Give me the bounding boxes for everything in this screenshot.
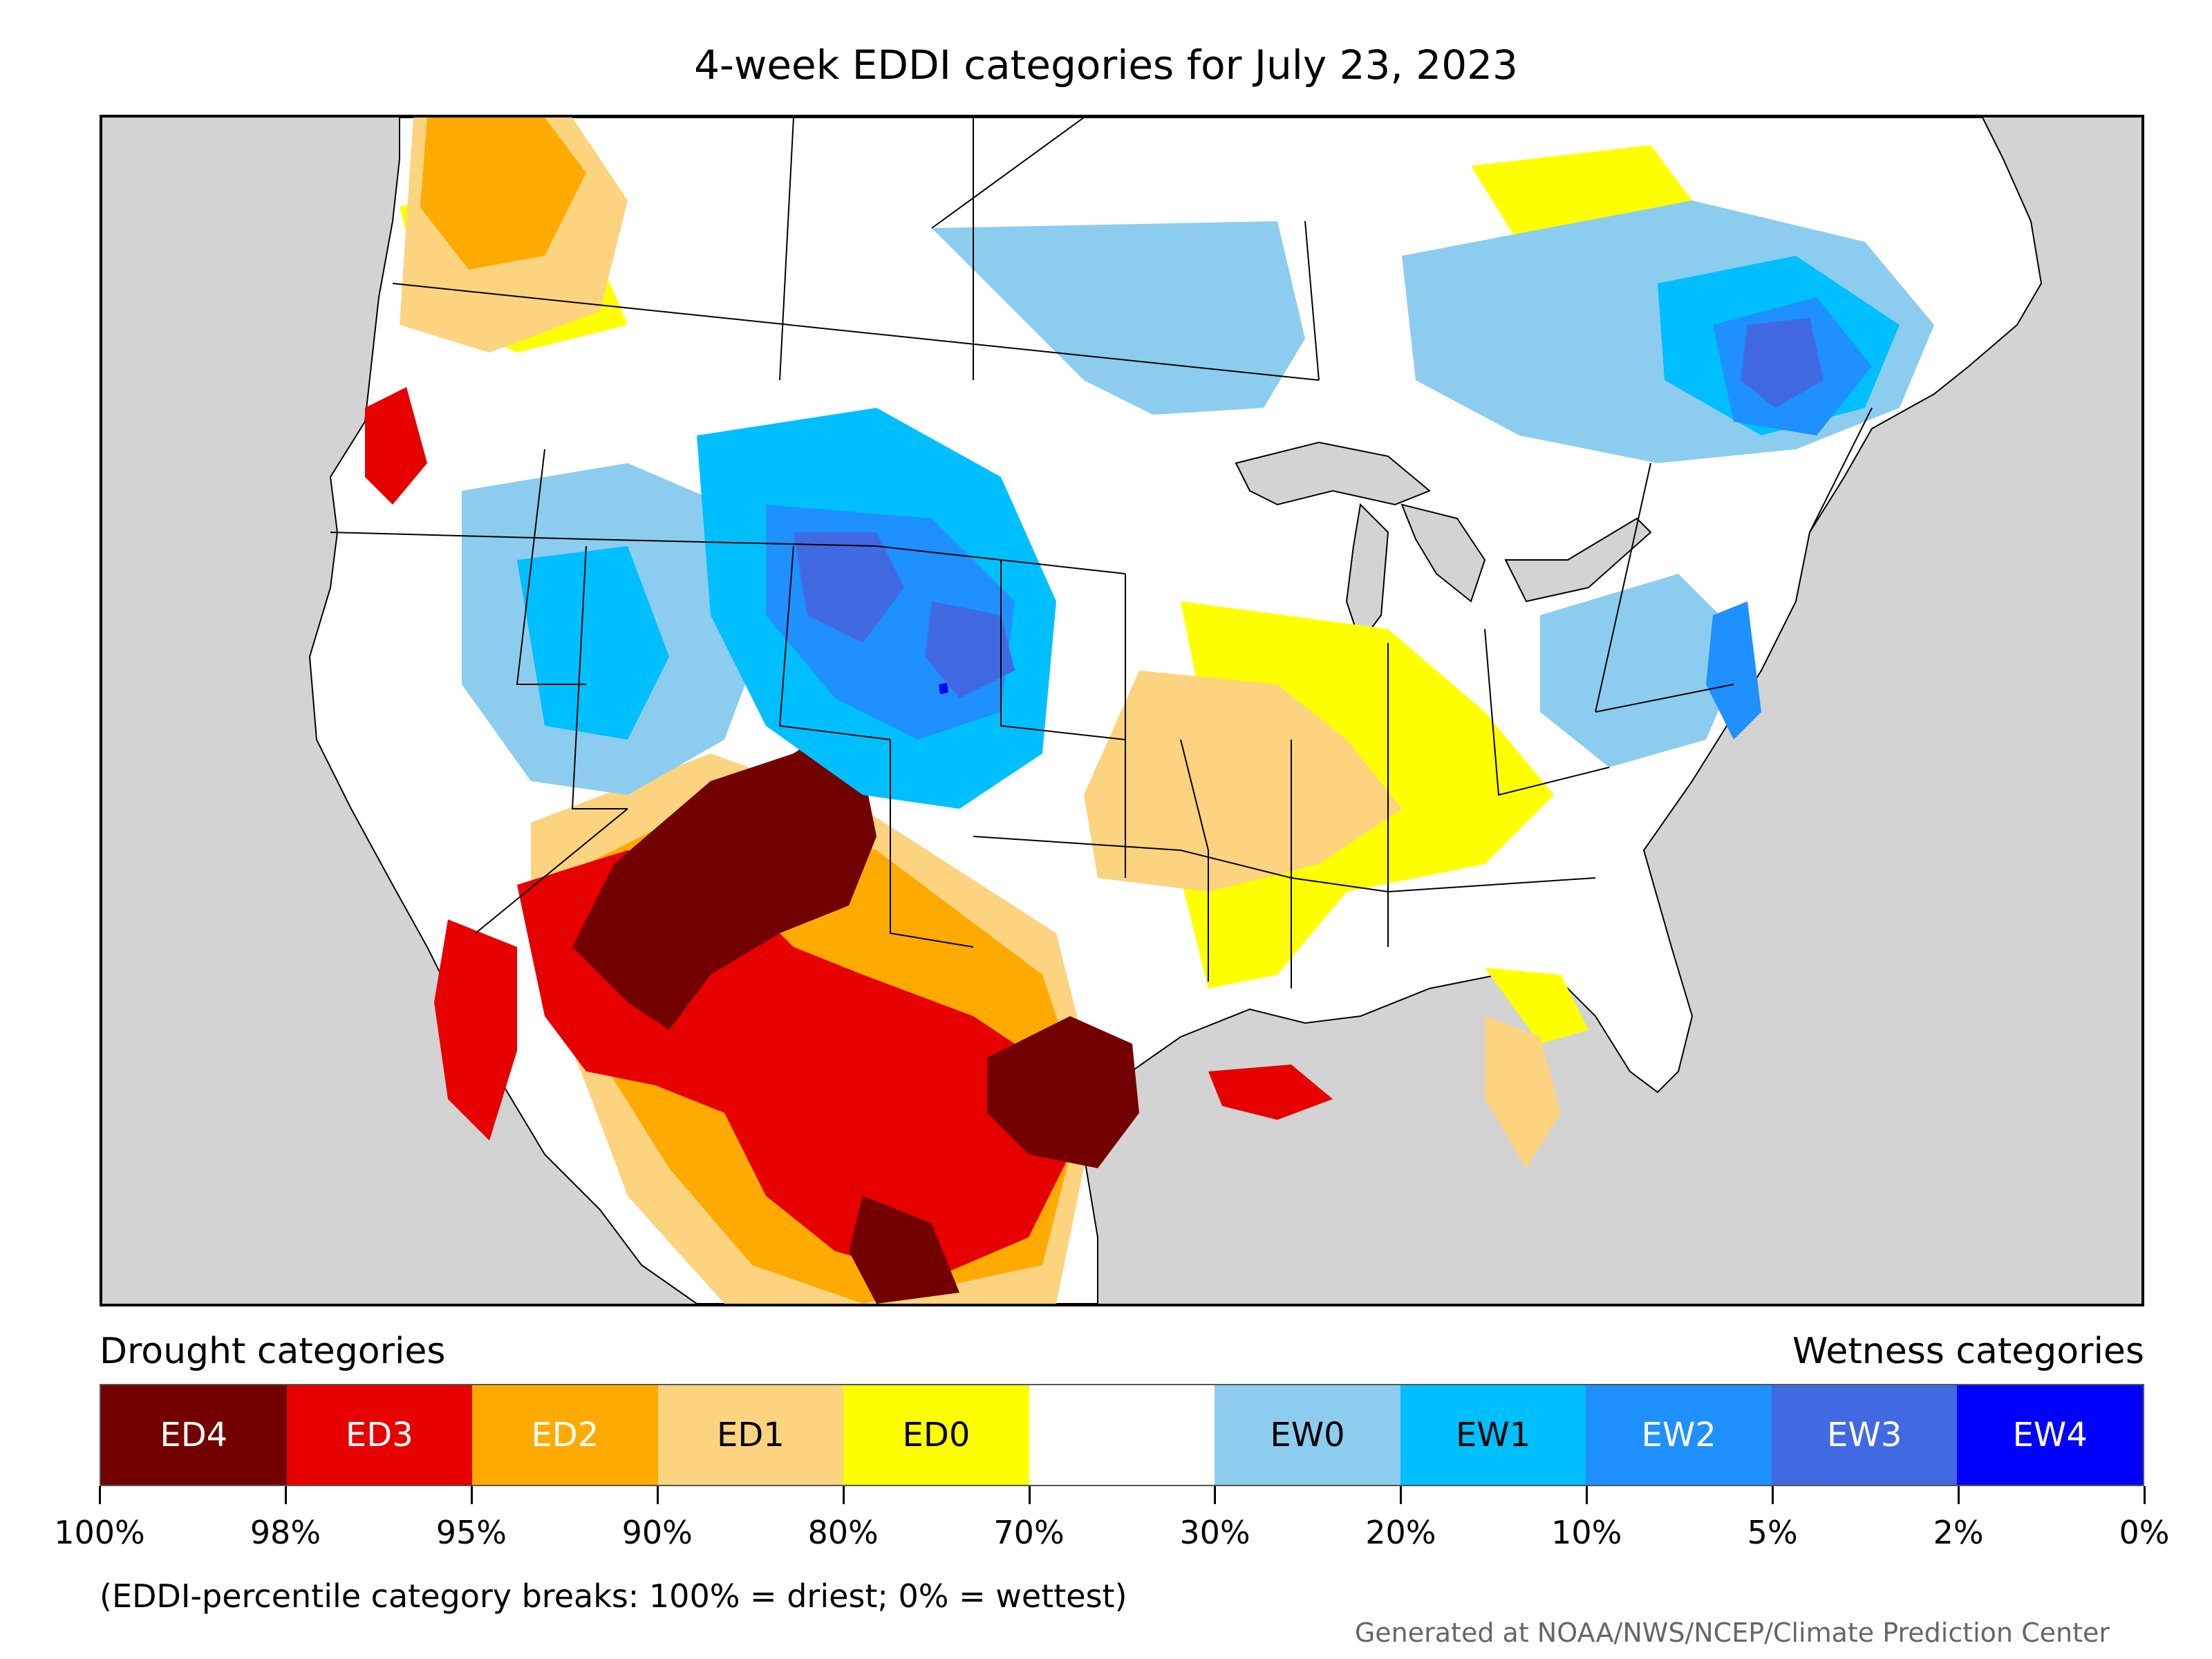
colorbar-ticks bbox=[99, 1486, 2146, 1507]
region-ew0-canada bbox=[932, 221, 1305, 415]
region-ew3-quebec bbox=[1741, 318, 1824, 408]
region-ew1-great-basin bbox=[517, 546, 669, 740]
region-ed1-florida bbox=[1485, 1016, 1561, 1168]
region-ed0-florida bbox=[1485, 968, 1588, 1044]
category-regions bbox=[365, 118, 1934, 1304]
colorbar-tick bbox=[1214, 1486, 1217, 1504]
colorbar-tick bbox=[1958, 1486, 1960, 1504]
colorbar-tick-label: 0% bbox=[2119, 1514, 2170, 1551]
region-ed3-baja bbox=[434, 919, 517, 1141]
legend-cell-ed0: ED0 bbox=[843, 1385, 1029, 1485]
legend-cell-ew3: EW3 bbox=[1771, 1385, 1958, 1485]
region-ew3-wyoming bbox=[794, 532, 904, 643]
colorbar-tick-label: 20% bbox=[1365, 1514, 1436, 1551]
category-breaks-footnote: (EDDI-percentile category breaks: 100% =… bbox=[100, 1577, 1127, 1615]
legend-cell-normal bbox=[1029, 1385, 1215, 1485]
colorbar-tick-label: 80% bbox=[807, 1514, 879, 1551]
legend-cell-ed1: ED1 bbox=[657, 1385, 844, 1485]
legend-cell-ew4: EW4 bbox=[1957, 1385, 2144, 1485]
legend-cell-ed4: ED4 bbox=[101, 1385, 287, 1485]
colorbar-tick bbox=[284, 1486, 287, 1504]
colorbar-tick-label: 70% bbox=[993, 1514, 1065, 1551]
colorbar-tick-label: 90% bbox=[621, 1514, 693, 1551]
colorbar-tick bbox=[1586, 1486, 1588, 1504]
noaa-credit: Generated at NOAA/NWS/NCEP/Climate Predi… bbox=[1354, 1618, 2110, 1648]
colorbar-tick bbox=[1400, 1486, 1403, 1504]
region-ew2-new-jersey bbox=[1706, 601, 1761, 740]
region-ed4-four-corners bbox=[572, 726, 877, 1030]
wetness-categories-heading: Wetness categories bbox=[1792, 1331, 2144, 1372]
colorbar-tick-label: 95% bbox=[435, 1514, 507, 1551]
colorbar-tick-label: 5% bbox=[1747, 1514, 1798, 1551]
colorbar-tick-label: 100% bbox=[54, 1514, 145, 1551]
colorbar-tick bbox=[2144, 1486, 2146, 1504]
legend-cell-ew1: EW1 bbox=[1400, 1385, 1586, 1485]
legend-cell-ew2: EW2 bbox=[1586, 1385, 1772, 1485]
colorbar-tick bbox=[99, 1486, 101, 1504]
colorbar-tick-label: 30% bbox=[1179, 1514, 1250, 1551]
legend-cell-ed2: ED2 bbox=[472, 1385, 658, 1485]
colorbar-tick bbox=[1772, 1486, 1774, 1504]
colorbar-tick bbox=[1028, 1486, 1031, 1504]
region-ed1-midwest bbox=[1084, 671, 1402, 892]
colorbar-tick bbox=[656, 1486, 659, 1504]
region-ed3-louisiana bbox=[1208, 1065, 1333, 1120]
region-ew3-nebraska bbox=[925, 601, 1015, 698]
region-ed4-mexico bbox=[849, 1196, 959, 1304]
political-boundaries bbox=[330, 118, 1873, 988]
colorbar-tick bbox=[470, 1486, 473, 1504]
region-ew0-northeast bbox=[1540, 574, 1747, 767]
legend-cell-ew0: EW0 bbox=[1215, 1385, 1400, 1485]
region-ew4-spot bbox=[939, 683, 948, 694]
map-svg bbox=[102, 118, 2141, 1304]
colorbar-tick-label: 10% bbox=[1551, 1514, 1622, 1551]
region-ed4-central-texas bbox=[987, 1016, 1139, 1168]
colorbar-tick-label: 2% bbox=[1933, 1514, 1984, 1551]
map-title: 4-week EDDI categories for July 23, 2023 bbox=[694, 41, 1518, 88]
category-colorbar: ED4 ED3 ED2 ED1 ED0 EW0 EW1 EW2 EW3 EW4 bbox=[100, 1384, 2144, 1486]
region-ed2-pacific-nw bbox=[420, 118, 586, 270]
eddi-map bbox=[100, 115, 2144, 1306]
drought-categories-heading: Drought categories bbox=[100, 1331, 446, 1372]
colorbar-tick bbox=[842, 1486, 845, 1504]
legend-cell-ed3: ED3 bbox=[286, 1385, 473, 1485]
region-ed3-oregon-coast bbox=[365, 387, 427, 505]
colorbar-tick-label: 98% bbox=[250, 1514, 321, 1551]
